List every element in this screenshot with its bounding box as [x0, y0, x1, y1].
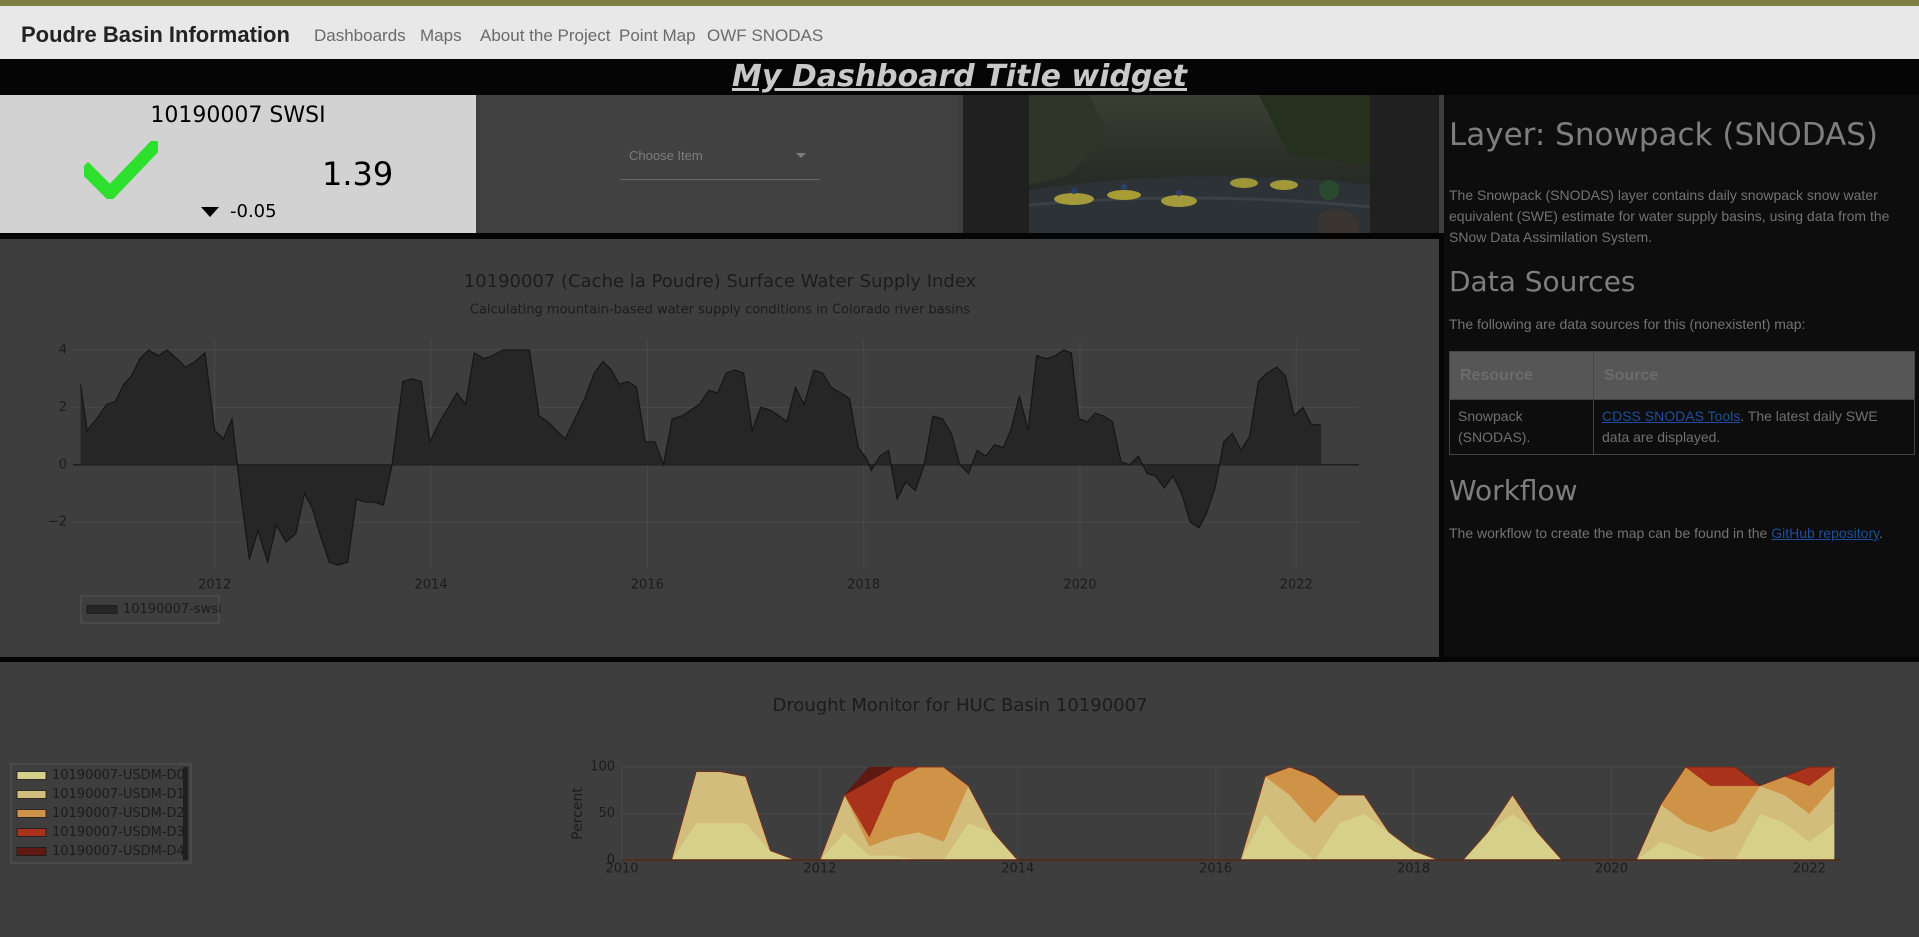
panel-text: The following are data sources for this … — [1449, 316, 1806, 332]
y-tick-label: 100 — [590, 760, 615, 775]
table-header-row: Resource Source — [1449, 351, 1915, 400]
x-tick-label: 2022 — [1280, 578, 1313, 593]
legend-swatch — [16, 790, 47, 799]
legend-swatch — [16, 809, 47, 818]
brand[interactable]: Poudre Basin Information — [21, 22, 290, 47]
legend-swatch — [16, 847, 47, 856]
table-header: Resource — [1449, 351, 1594, 400]
legend-label: 10190007-USDM-D2 — [52, 806, 185, 821]
area-fill — [622, 766, 1835, 861]
top-accent — [0, 0, 1919, 6]
area-fill — [622, 766, 1835, 861]
dropdown-widget: Choose Item — [481, 95, 957, 233]
panel-heading: Data Sources — [1449, 265, 1636, 298]
nav-link[interactable]: About the Project — [480, 26, 611, 45]
separator — [0, 233, 1444, 239]
dashboard-title: My Dashboard Title widget — [731, 59, 1188, 94]
legend-swatch — [86, 605, 118, 614]
x-tick-label: 2014 — [1001, 862, 1034, 877]
legend-label: 10190007-USDM-D0 — [52, 768, 185, 783]
x-tick-label: 2016 — [1199, 862, 1232, 877]
x-tick-label: 2012 — [198, 578, 231, 593]
dropdown-placeholder: Choose Item — [629, 148, 703, 163]
x-tick-label: 2018 — [847, 578, 880, 593]
text: The workflow to create the map can be fo… — [1449, 525, 1772, 541]
y-tick-label: 50 — [598, 806, 615, 821]
legend-swatch — [16, 828, 47, 837]
cell-text: . The latest daily SWE data are displaye… — [1602, 408, 1878, 445]
check-icon — [84, 141, 158, 199]
dropdown[interactable]: Choose Item — [620, 132, 820, 180]
line — [79, 349, 1322, 566]
swsi-widget: 10190007 SWSI 1.39 -0.05 — [0, 95, 476, 233]
table-cell: CDSS SNODAS Tools. The latest daily SWE … — [1593, 399, 1915, 455]
river-photo — [1029, 95, 1370, 233]
nav-link[interactable]: Maps — [420, 26, 462, 45]
nav-link[interactable]: Point Map — [619, 26, 696, 45]
x-tick-label: 2018 — [1397, 862, 1430, 877]
x-tick-label: 2012 — [803, 862, 836, 877]
y-axis-title: Percent — [570, 787, 586, 840]
dropdown-arrow — [796, 153, 806, 158]
panel-heading: Workflow — [1449, 474, 1578, 507]
y-tick-label: −2 — [48, 515, 67, 530]
chart-subtitle: Calculating mountain-based water supply … — [470, 303, 970, 318]
y-tick-label: 0 — [607, 853, 615, 868]
x-tick-label: 2020 — [1595, 862, 1628, 877]
separator — [0, 657, 1919, 662]
down-arrow — [201, 207, 219, 217]
legend-label: 10190007-swsi — [123, 602, 222, 617]
y-tick-label: 0 — [59, 457, 67, 472]
x-tick-label: 2010 — [605, 862, 638, 877]
y-tick-label: 2 — [59, 400, 67, 415]
x-tick-label: 2022 — [1793, 862, 1826, 877]
panel-text: The Snowpack (SNODAS) layer contains dai… — [1449, 187, 1890, 245]
link[interactable]: CDSS SNODAS Tools — [1602, 408, 1741, 424]
sources-table: Resource Source Snowpack (SNODAS). CDSS … — [1449, 351, 1915, 455]
panel-heading: Layer: Snowpack (SNODAS) — [1449, 117, 1879, 153]
panel-text: The workflow to create the map can be fo… — [1449, 523, 1914, 544]
y-tick-label: 4 — [59, 343, 67, 358]
chart-title: Drought Monitor for HUC Basin 10190007 — [772, 695, 1147, 716]
table-cell: Snowpack (SNODAS). — [1449, 399, 1594, 455]
widget-change: -0.05 — [230, 201, 277, 222]
info-panel: Layer: Snowpack (SNODAS) The Snowpack (S… — [1444, 95, 1919, 657]
text: . — [1879, 525, 1883, 541]
area-fill — [622, 771, 1835, 861]
widget-value: 1.39 — [322, 155, 394, 193]
widget-title: 10190007 SWSI — [150, 103, 326, 128]
x-tick-label: 2020 — [1063, 578, 1096, 593]
area-fill — [622, 766, 1835, 861]
legend-box — [10, 763, 192, 864]
area-fill — [622, 812, 1835, 861]
legend-label: 10190007-USDM-D3 — [52, 825, 185, 840]
legend-scrollbar — [183, 767, 188, 860]
link[interactable]: GitHub repository — [1771, 525, 1880, 541]
legend-box — [80, 595, 220, 624]
navbar: Poudre Basin Information Dashboards Maps… — [0, 6, 1919, 59]
legend-label: 10190007-USDM-D4 — [52, 844, 185, 859]
area-fill — [80, 350, 1322, 566]
table-header: Source — [1593, 351, 1915, 400]
x-tick-label: 2016 — [631, 578, 664, 593]
table-row: Snowpack (SNODAS). CDSS SNODAS Tools. Th… — [1449, 399, 1915, 455]
title-bar: My Dashboard Title widget — [0, 59, 1919, 95]
nav-link[interactable]: Dashboards — [314, 26, 406, 45]
nav-link[interactable]: OWF SNODAS — [707, 26, 824, 45]
image-widget — [963, 95, 1439, 233]
separator — [1439, 233, 1444, 662]
chart-title: 10190007 (Cache la Poudre) Surface Water… — [464, 271, 977, 292]
legend-swatch — [16, 771, 47, 780]
legend-label: 10190007-USDM-D1 — [52, 787, 185, 802]
x-tick-label: 2014 — [414, 578, 447, 593]
